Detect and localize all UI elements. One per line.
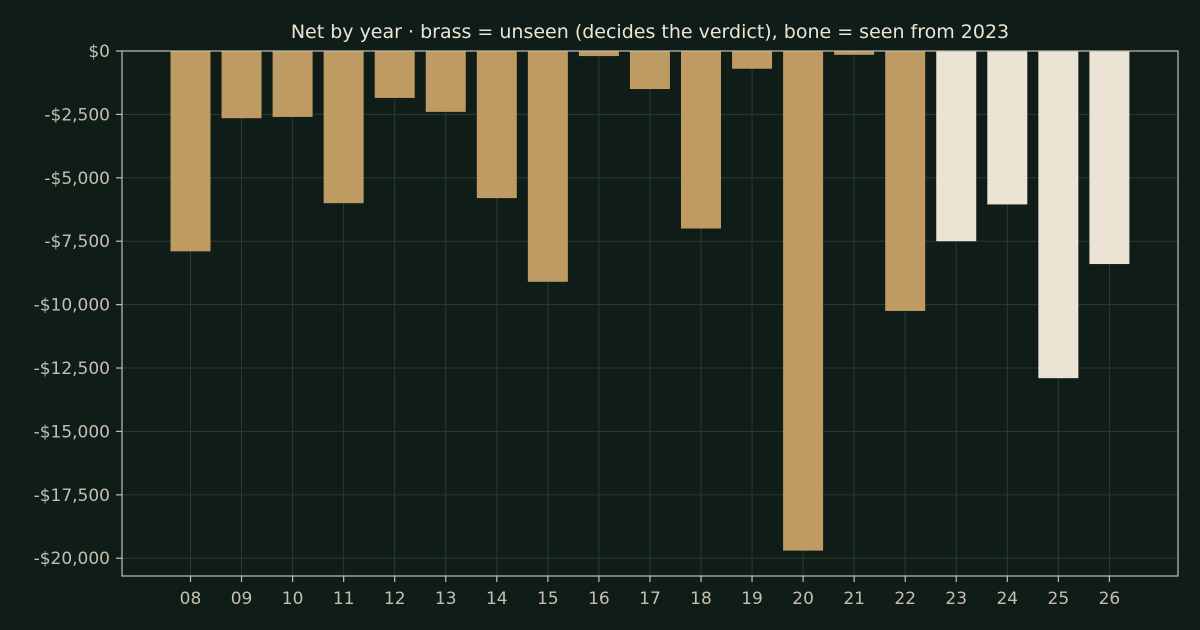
bar-18 [681,51,721,229]
x-tick-label: 26 [1099,589,1121,609]
bar-20 [783,51,824,551]
bar-26 [1089,51,1130,265]
bar-23 [936,51,977,242]
x-tick-label: 17 [639,589,661,609]
y-tick-label: -$7,500 [44,232,110,252]
bar-15 [527,51,568,282]
x-tick-label: 14 [486,589,508,609]
bar-13 [425,51,466,112]
y-tick-label: $0 [88,42,110,62]
x-tick-label: 18 [690,589,712,609]
y-tick-label: -$20,000 [34,549,110,569]
bar-14 [476,51,517,199]
x-tick-label: 15 [537,589,559,609]
x-tick-label: 12 [384,589,406,609]
x-tick-label: 21 [843,589,865,609]
bar-17 [629,51,670,90]
y-tick-label: -$5,000 [44,169,110,189]
x-tick-label: 19 [741,589,763,609]
y-tick-label: -$2,500 [44,105,110,125]
axis-layer [116,50,1179,582]
bar-19 [732,51,773,69]
x-tick-label: 08 [180,589,202,609]
x-tick-label: 11 [333,589,355,609]
y-tick-label: -$17,500 [34,486,110,506]
x-tick-label: 23 [945,589,967,609]
bar-10 [272,51,313,117]
x-tick-label: 16 [588,589,610,609]
chart-title: Net by year · brass = unseen (decides th… [291,21,1009,43]
bar-21 [834,51,875,55]
x-tick-label: 25 [1048,589,1070,609]
x-tick-label: 24 [996,589,1018,609]
label-layer: $0 -$2,500 -$5,000 -$7,500 -$10,000 -$12,500 -… [34,42,1121,609]
bar-12 [374,51,415,98]
y-tick-label: -$15,000 [34,422,110,442]
plot-frame [121,50,1179,577]
bar-25 [1038,51,1079,379]
bar-09 [221,51,262,119]
bar-08 [170,51,211,252]
bar-24 [987,51,1028,205]
bar-22 [885,51,926,311]
bar-16 [578,51,619,57]
x-tick-label: 20 [792,589,814,609]
x-tick-label: 22 [894,589,916,609]
x-tick-label: 13 [435,589,457,609]
y-tick-label: -$12,500 [34,359,110,379]
bar-layer [170,51,1130,551]
y-tick-label: -$10,000 [34,296,110,316]
x-tick-label: 10 [282,589,304,609]
bar-11 [323,51,364,204]
x-tick-label: 09 [231,589,253,609]
